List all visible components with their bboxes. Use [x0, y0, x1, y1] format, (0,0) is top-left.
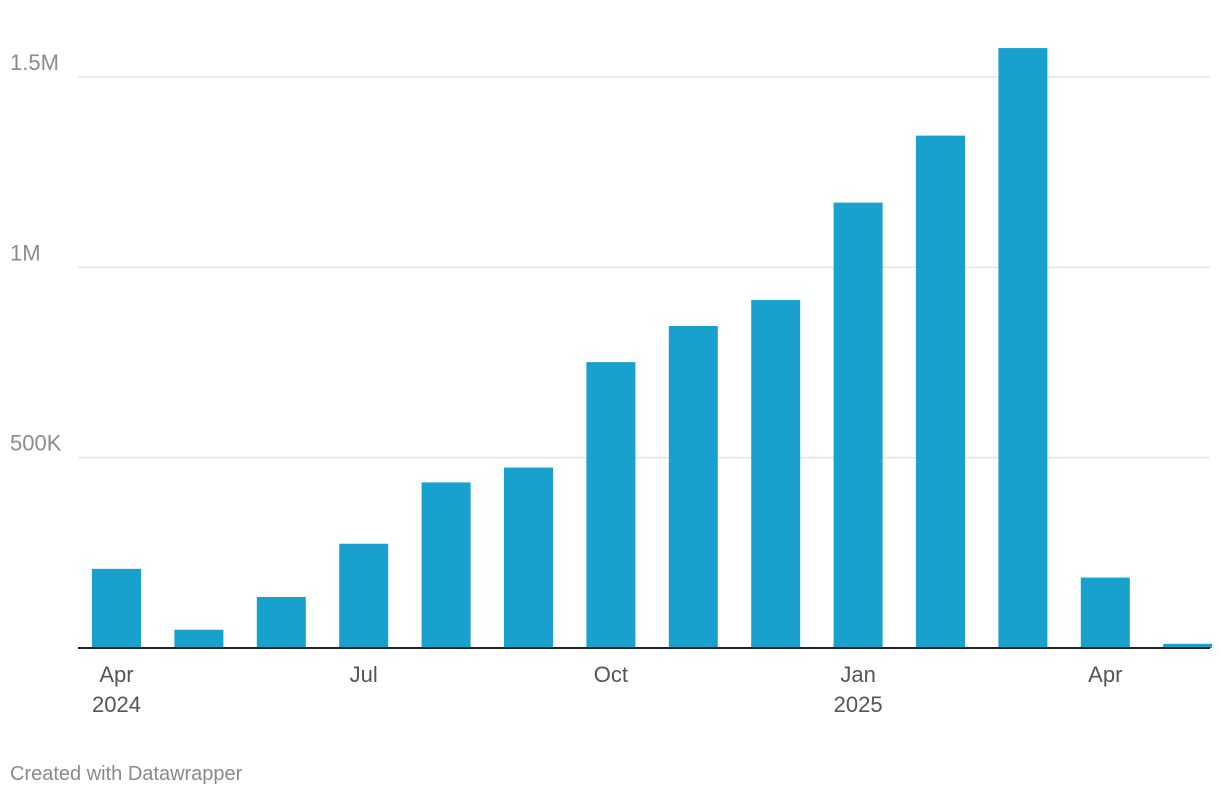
- bar: [256, 596, 306, 648]
- x-tick-year-label: 2024: [92, 692, 141, 717]
- bar: [916, 135, 965, 648]
- footer-credit: Created with Datawrapper: [10, 763, 243, 785]
- x-axis-labels: Apr 2024 Jul Oct Jan 2025 Apr: [92, 662, 1122, 717]
- bar: [586, 362, 636, 648]
- bar-chart: 500K 1M 1.5M Apr 2024 Jul Oct Jan 2025 Apr: [10, 48, 1213, 717]
- x-tick-month-label: Oct: [594, 662, 628, 687]
- x-tick-year-label: 2025: [834, 692, 883, 717]
- x-tick-month-label: Apr: [99, 662, 133, 687]
- bar: [998, 48, 1048, 648]
- bar: [1163, 643, 1213, 648]
- bar: [421, 482, 471, 648]
- bar: [174, 629, 224, 648]
- y-tick-label: 1M: [10, 240, 41, 265]
- bar: [833, 202, 883, 648]
- x-tick-month-label: Jul: [350, 662, 378, 687]
- bar: [92, 568, 141, 648]
- x-tick-month-label: Jan: [840, 662, 875, 687]
- bar: [668, 325, 718, 648]
- bar: [339, 543, 389, 648]
- y-tick-label: 500K: [10, 431, 62, 456]
- y-axis-labels: 500K 1M 1.5M: [10, 50, 62, 456]
- bar: [1080, 577, 1130, 648]
- bar: [751, 300, 801, 648]
- bar: [504, 467, 553, 648]
- bars: [92, 48, 1213, 648]
- y-tick-label: 1.5M: [10, 50, 59, 75]
- x-tick-month-label: Apr: [1088, 662, 1122, 687]
